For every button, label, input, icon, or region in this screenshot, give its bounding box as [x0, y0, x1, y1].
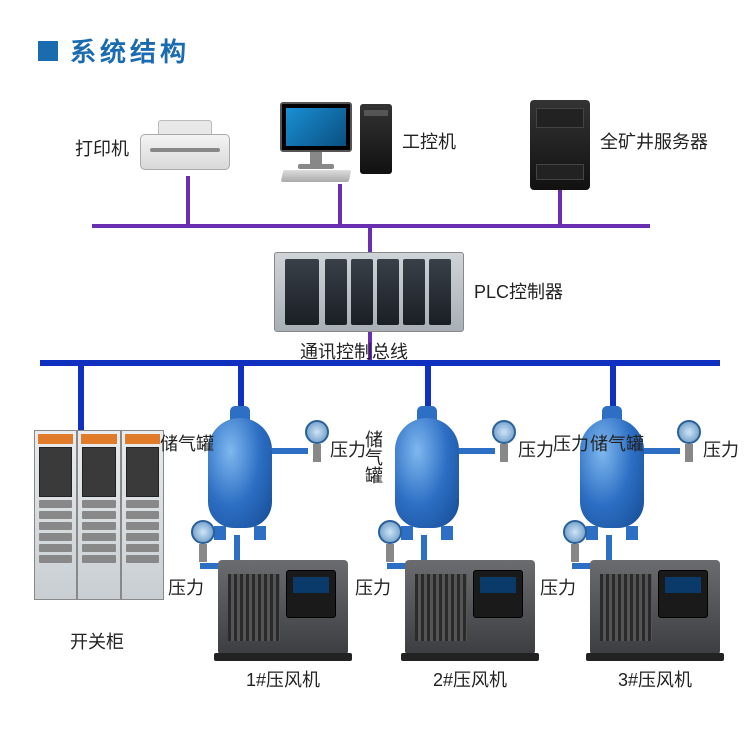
printer-drop-line: [186, 176, 190, 226]
printer-label: 打印机: [75, 135, 129, 161]
gauge-2a: [487, 420, 521, 464]
cabinet-label: 开关柜: [70, 628, 124, 654]
tank-1-label: 储气罐: [160, 430, 214, 456]
server-drop-line: [558, 190, 562, 226]
compressor-1-label: 1#压风机: [246, 666, 320, 692]
diagram-title-row: 系统结构: [38, 32, 190, 69]
gauge-3b: [558, 520, 592, 564]
plc-up-line: [368, 224, 372, 252]
pressure-2b: 压力: [355, 574, 391, 600]
switch-cabinet: [34, 430, 164, 600]
tank-3-label: 储气罐: [590, 430, 644, 456]
ipc-label: 工控机: [402, 128, 456, 154]
gauge-1b: [186, 520, 220, 564]
title-bullet-icon: [38, 41, 58, 61]
diagram-title: 系统结构: [70, 32, 190, 69]
printer-device: [140, 120, 230, 175]
pressure-1b: 压力: [168, 574, 204, 600]
ipc-drop-line: [338, 184, 342, 226]
compressor-3: [590, 560, 720, 655]
compressor-2: [405, 560, 535, 655]
compressor-1: [218, 560, 348, 655]
compressor-2-label: 2#压风机: [433, 666, 507, 692]
ipc-device: [280, 102, 400, 182]
server-device: [530, 100, 590, 190]
gauge-2b: [373, 520, 407, 564]
pressure-3b: 压力: [540, 574, 576, 600]
plc-device: [274, 252, 464, 332]
pressure-3x: 压力: [553, 430, 589, 456]
compressor-3-label: 3#压风机: [618, 666, 692, 692]
cabinet-drop: [78, 360, 84, 430]
comm-bus-line: [40, 360, 720, 366]
server-label: 全矿井服务器: [600, 128, 708, 154]
pressure-3a: 压力: [703, 436, 739, 462]
gauge-1a: [300, 420, 334, 464]
gauge-3a: [672, 420, 706, 464]
plc-label: PLC控制器: [474, 278, 563, 304]
pressure-2a: 压力: [518, 436, 554, 462]
tank-2-label: 储气罐: [360, 430, 386, 484]
